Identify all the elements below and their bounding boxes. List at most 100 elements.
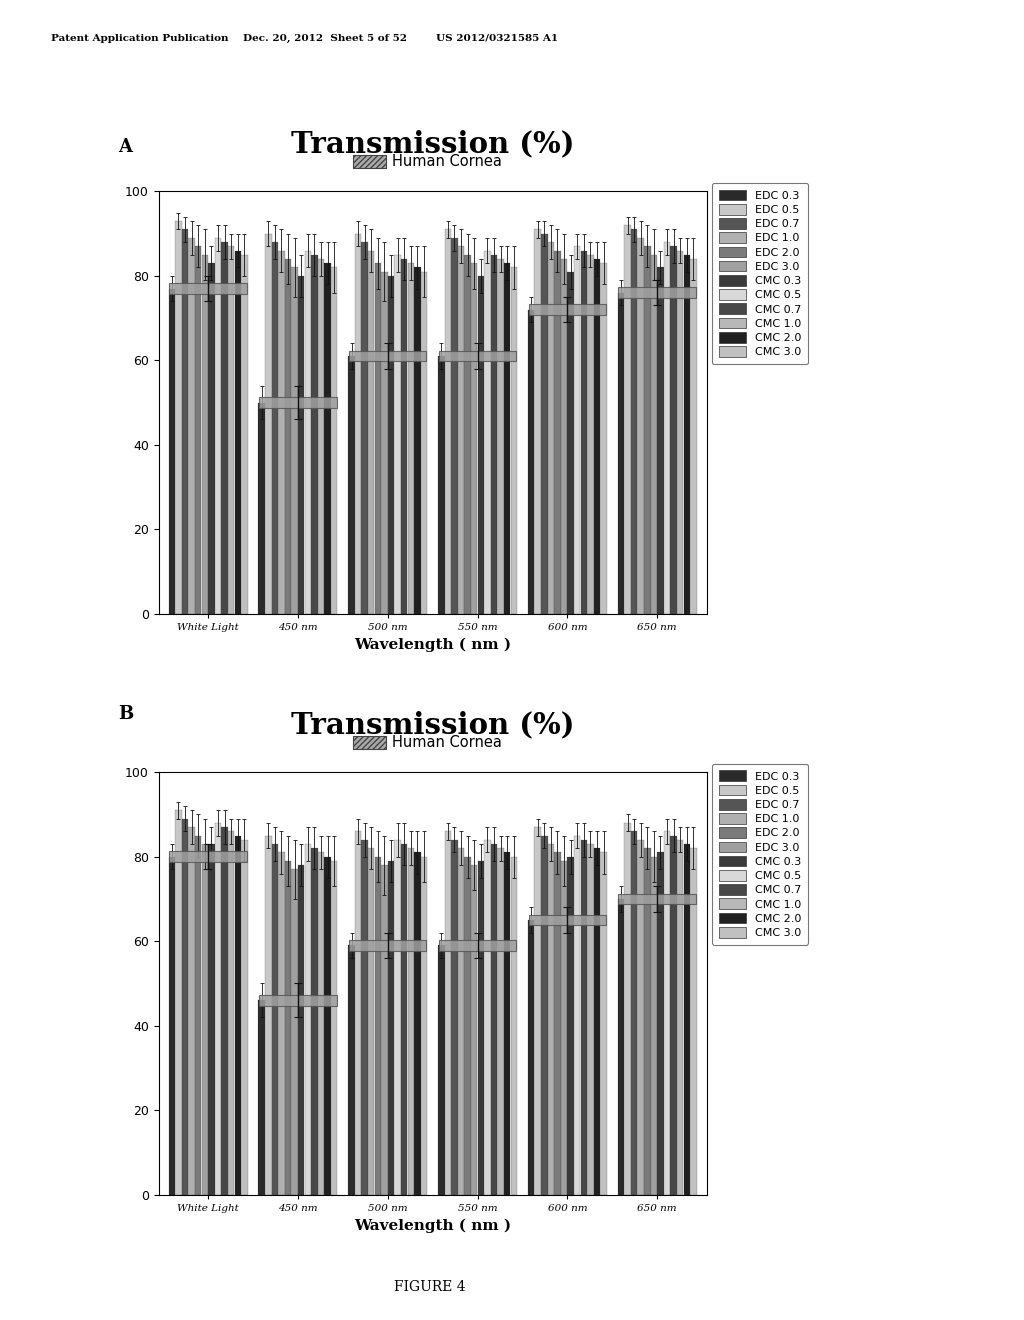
Bar [421, 857, 427, 1195]
Bar [169, 284, 247, 294]
Bar [408, 849, 414, 1195]
Bar [234, 836, 241, 1195]
Legend: EDC 0.3, EDC 0.5, EDC 0.7, EDC 1.0, EDC 2.0, EDC 3.0, CMC 0.3, CMC 0.5, CMC 0.7,: EDC 0.3, EDC 0.5, EDC 0.7, EDC 1.0, EDC … [712, 183, 808, 364]
Bar [361, 840, 368, 1195]
Bar [228, 247, 234, 614]
Bar [587, 843, 594, 1195]
Bar [638, 238, 644, 614]
Bar [438, 945, 444, 1195]
Bar [574, 247, 581, 614]
Bar [498, 849, 504, 1195]
Bar [375, 263, 381, 614]
Bar [587, 255, 594, 614]
Bar [208, 843, 215, 1195]
Bar [259, 995, 337, 1006]
Bar [331, 268, 337, 614]
Bar [298, 276, 304, 614]
Bar [279, 251, 285, 614]
Bar [414, 268, 421, 614]
Bar [690, 849, 696, 1195]
Bar [504, 263, 510, 614]
Bar [498, 259, 504, 614]
Bar [394, 840, 400, 1195]
Bar [561, 861, 567, 1195]
Bar [271, 843, 279, 1195]
Bar [581, 840, 587, 1195]
Bar [349, 940, 426, 950]
Bar [594, 259, 600, 614]
Bar [644, 247, 650, 614]
Bar [421, 272, 427, 614]
Bar [381, 865, 388, 1195]
Bar [617, 293, 625, 614]
Bar [471, 865, 477, 1195]
Bar [375, 857, 381, 1195]
Bar [241, 840, 248, 1195]
Bar [671, 247, 677, 614]
Bar [228, 832, 234, 1195]
Bar [528, 305, 606, 315]
Bar [465, 255, 471, 614]
Bar [195, 247, 202, 614]
Bar [271, 242, 279, 614]
Bar [471, 263, 477, 614]
Bar [438, 356, 444, 614]
Bar [631, 230, 637, 614]
Bar [414, 853, 421, 1195]
Bar [381, 272, 388, 614]
Bar [511, 857, 517, 1195]
Bar [677, 840, 683, 1195]
Bar [202, 843, 208, 1195]
Bar [208, 263, 215, 614]
Bar [650, 857, 657, 1195]
Bar [388, 861, 394, 1195]
Title: Transmission (%): Transmission (%) [291, 710, 574, 739]
Bar [439, 940, 516, 950]
Bar [444, 230, 452, 614]
Bar [618, 288, 696, 298]
Bar [477, 861, 484, 1195]
Bar [292, 870, 298, 1195]
Bar [285, 259, 291, 614]
Bar [548, 242, 554, 614]
Bar [657, 853, 664, 1195]
Bar [452, 840, 458, 1195]
Bar [292, 268, 298, 614]
Bar [690, 259, 696, 614]
FancyBboxPatch shape [353, 737, 386, 748]
Bar [241, 255, 248, 614]
Bar [617, 899, 625, 1195]
Bar [664, 832, 671, 1195]
Bar [202, 255, 208, 614]
Bar [221, 242, 227, 614]
Bar [408, 263, 414, 614]
Bar [554, 251, 561, 614]
Bar [631, 832, 637, 1195]
Bar [221, 828, 227, 1195]
Bar [567, 857, 573, 1195]
Bar [484, 251, 490, 614]
Bar [355, 832, 361, 1195]
Bar [581, 251, 587, 614]
Bar [325, 263, 331, 614]
Bar [561, 259, 567, 614]
Text: B: B [118, 705, 133, 723]
Bar [618, 894, 696, 904]
Bar [175, 220, 181, 614]
Bar [477, 276, 484, 614]
Bar [215, 238, 221, 614]
Bar [638, 840, 644, 1195]
Bar [625, 822, 631, 1195]
Bar [594, 849, 600, 1195]
Bar [182, 230, 188, 614]
Bar [388, 276, 394, 614]
Text: Human Cornea: Human Cornea [391, 735, 502, 750]
X-axis label: Wavelength ( nm ): Wavelength ( nm ) [354, 638, 511, 652]
Bar [355, 234, 361, 614]
Text: Patent Application Publication    Dec. 20, 2012  Sheet 5 of 52        US 2012/03: Patent Application Publication Dec. 20, … [51, 34, 558, 44]
Bar [304, 843, 311, 1195]
X-axis label: Wavelength ( nm ): Wavelength ( nm ) [354, 1218, 511, 1233]
Bar [311, 255, 317, 614]
Bar [600, 263, 607, 614]
Bar [490, 255, 498, 614]
